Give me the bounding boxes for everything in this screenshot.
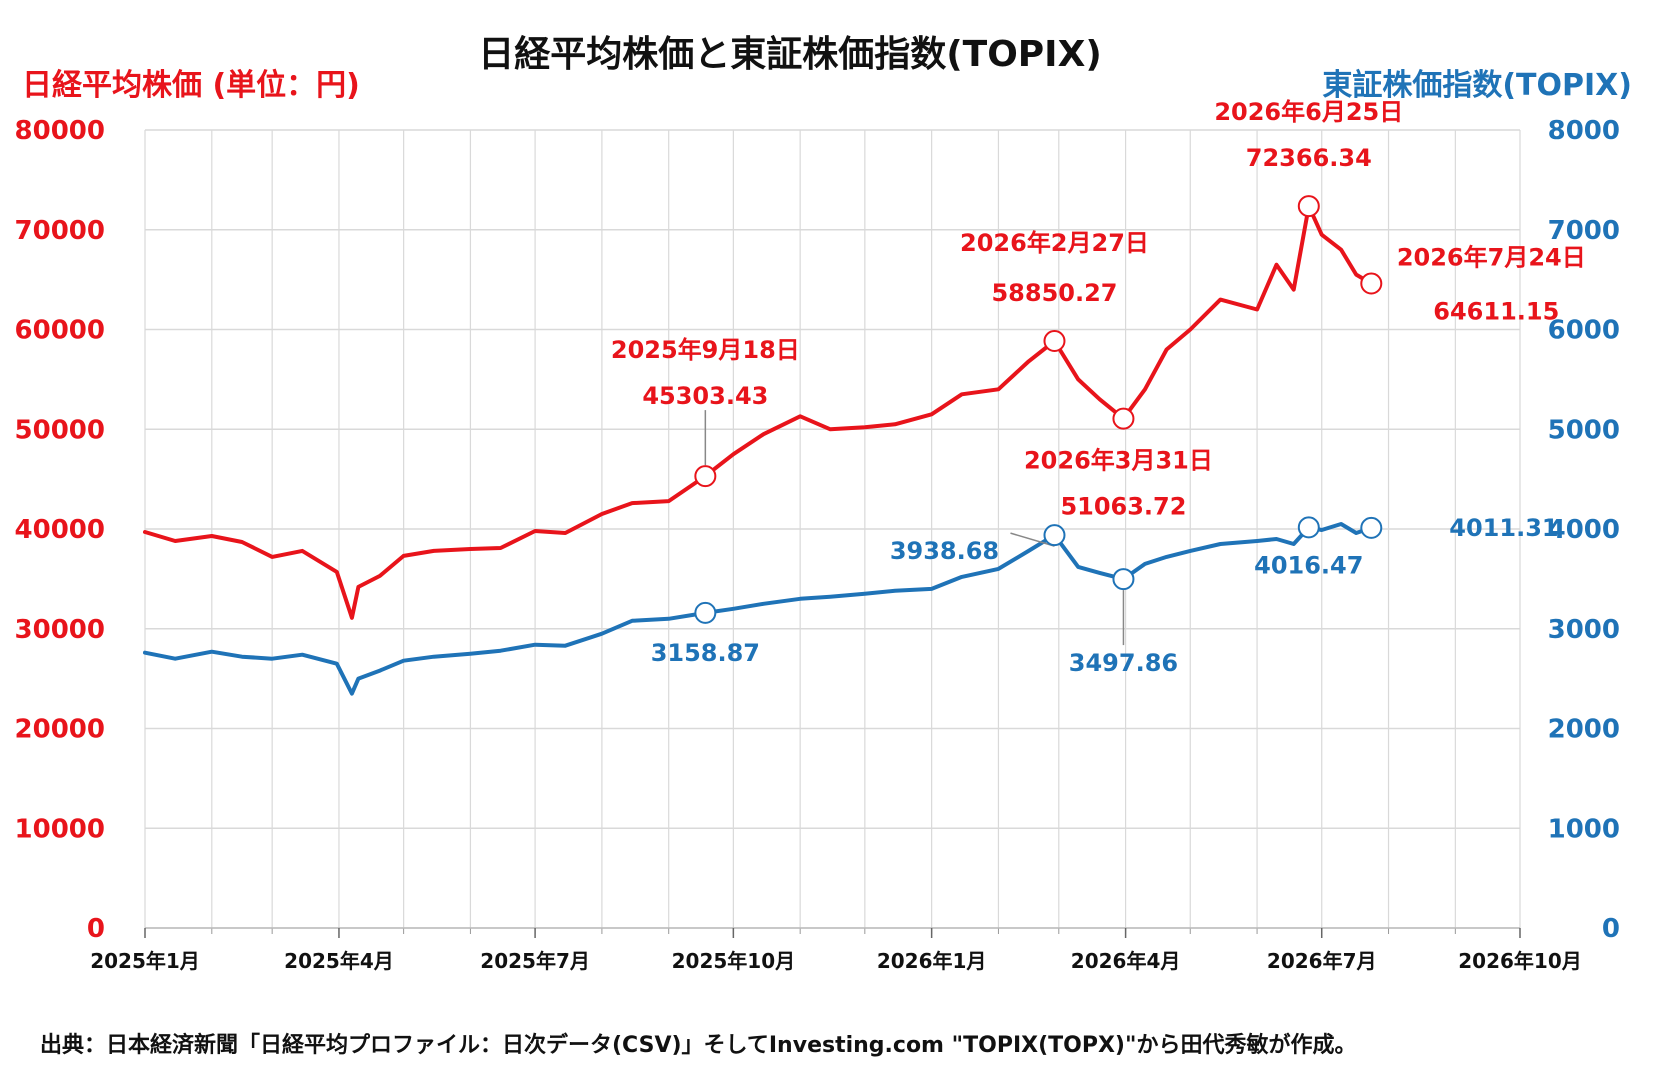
- annotation-value: 72366.34: [1246, 144, 1372, 172]
- annotation-marker: [1043, 329, 1066, 352]
- x-tick-label: 2026年1月: [877, 949, 987, 973]
- annotation-value: 45303.43: [642, 382, 768, 410]
- x-tick-label: 2025年10月: [672, 949, 796, 973]
- annotation-marker: [1043, 524, 1066, 547]
- left-tick-label: 70000: [15, 216, 105, 246]
- annotation-date: 2025年9月18日: [611, 336, 800, 364]
- annotation-marker: [1112, 568, 1135, 591]
- annotation-marker: [694, 601, 717, 624]
- x-tick-label: 2025年7月: [480, 949, 590, 973]
- x-axis: 2025年1月 2025年4月 2025年7月 2025年10月 2026年1月 2026…: [90, 927, 1582, 973]
- left-tick-label: 10000: [15, 814, 105, 844]
- annotation-marker: [1360, 516, 1383, 539]
- left-tick-label: 60000: [15, 316, 105, 346]
- x-tick-label: 2026年7月: [1267, 949, 1377, 973]
- annotation-date: 2026年7月24日: [1397, 244, 1586, 272]
- annotation-marker: [694, 465, 717, 488]
- right-tick-label: 2000: [1548, 715, 1620, 745]
- topix-line: [143, 522, 1374, 696]
- annotation-marker: [1360, 272, 1383, 295]
- source-note: 出典：日本経済新聞「日経平均プロファイル：日次データ(CSV)」そしてInves…: [40, 1032, 1356, 1058]
- annotation-value: 4011.31: [1449, 514, 1558, 542]
- annotation-date: 2026年3月31日: [1024, 447, 1213, 475]
- annotation-value: 3158.87: [651, 639, 760, 667]
- right-axis-title: 東証株価指数(TOPIX): [1322, 68, 1632, 103]
- annotation-value: 3938.68: [890, 537, 999, 565]
- annotation-value: 51063.72: [1060, 493, 1186, 521]
- left-y-axis: 0 10000 20000 30000 40000 50000 60000 70000 8000…: [15, 116, 105, 944]
- annotation-value: 3497.86: [1069, 649, 1178, 677]
- gridlines: [144, 129, 1521, 929]
- right-tick-label: 7000: [1548, 216, 1620, 246]
- annotation-value: 4016.47: [1254, 551, 1363, 579]
- x-tick-label: 2026年10月: [1458, 949, 1582, 973]
- left-tick-label: 40000: [15, 515, 105, 545]
- right-tick-label: 4000: [1548, 515, 1620, 545]
- annotation-date: 2026年6月25日: [1214, 98, 1403, 126]
- right-tick-label: 5000: [1548, 415, 1620, 445]
- left-tick-label: 80000: [15, 116, 105, 146]
- series-lines: [143, 204, 1374, 696]
- annotation-marker: [1112, 407, 1135, 430]
- right-tick-label: 0: [1602, 914, 1620, 944]
- left-tick-label: 30000: [15, 615, 105, 645]
- left-tick-label: 50000: [15, 415, 105, 445]
- x-tick-label: 2025年1月: [90, 949, 200, 973]
- left-tick-label: 0: [87, 914, 105, 944]
- right-tick-label: 3000: [1548, 615, 1620, 645]
- right-y-axis: 0 1000 2000 3000 4000 5000 6000 7000 8000: [1548, 116, 1620, 944]
- annotation-leader: [1010, 532, 1055, 547]
- chart-title: 日経平均株価と東証株価指数(TOPIX): [478, 34, 1102, 75]
- x-tick-label: 2026年4月: [1071, 949, 1181, 973]
- annotation-value: 58850.27: [991, 279, 1117, 307]
- annotations: 2025年9月18日 45303.43 2026年2月27日 58850.27 2026…: [611, 98, 1586, 677]
- annotation-marker: [1297, 195, 1320, 218]
- left-tick-label: 20000: [15, 715, 105, 745]
- right-tick-label: 8000: [1548, 116, 1620, 146]
- right-tick-label: 1000: [1548, 814, 1620, 844]
- annotation-marker: [1297, 516, 1320, 539]
- nikkei-line: [143, 204, 1374, 620]
- left-axis-title: 日経平均株価 (単位：円): [22, 68, 360, 103]
- annotation-value: 64611.15: [1433, 298, 1559, 326]
- x-tick-label: 2025年4月: [284, 949, 394, 973]
- right-tick-label: 6000: [1548, 316, 1620, 346]
- annotation-date: 2026年2月27日: [960, 229, 1149, 257]
